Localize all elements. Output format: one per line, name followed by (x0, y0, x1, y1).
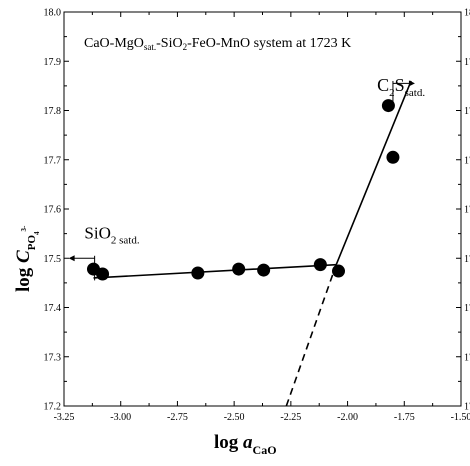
y-axis-label: log CPO4 3- (13, 225, 41, 292)
c2s-label-main: C (377, 75, 389, 95)
data-points (86, 99, 400, 281)
y-tick-label: 17.3 (44, 352, 62, 363)
xlabel-part-0: log (214, 432, 243, 453)
sio2-arrow-head (68, 255, 75, 262)
fit-line-1 (335, 80, 412, 265)
data-point-4 (257, 263, 271, 277)
title-part-0: CaO-MgO (84, 36, 144, 51)
y-tick-label: 17.9 (44, 57, 62, 68)
data-point-1 (96, 267, 110, 281)
x-tick-label: -2.25 (280, 412, 301, 423)
data-point-7 (381, 99, 395, 113)
ylabel-part-2: PO (26, 235, 38, 251)
y-tick-label-right: 17.2 (464, 402, 470, 413)
y-tick-label-right: 17.9 (464, 57, 470, 68)
fit-line-2 (285, 264, 337, 407)
title-part-4: -FeO-MnO system at 1723 K (187, 36, 351, 51)
y-tick-label: 17.8 (44, 106, 62, 117)
title-part-3: 2 (183, 42, 188, 52)
fit-lines (93, 80, 412, 407)
x-tick-label: -1.75 (394, 412, 415, 423)
x-tick-label: -2.50 (224, 412, 245, 423)
c2s-label-sub1: 2 (389, 87, 395, 99)
fit-line-0 (93, 263, 337, 279)
data-point-2 (191, 266, 205, 280)
ticks: -3.25 -3.00 -2.75 -2.50 -2.25 -2.00 -1.75 -1.50… (44, 8, 470, 424)
c2s-arrow-head (408, 80, 415, 87)
y-tick-label: 17.2 (44, 402, 62, 413)
x-tick-label: -2.00 (337, 412, 358, 423)
sio2-label-sub: 2 satd. (111, 235, 140, 247)
x-tick-label: -3.25 (54, 412, 75, 423)
x-tick-label: -2.75 (167, 412, 188, 423)
ylabel-part-4: 3- (20, 225, 28, 232)
sio2-label-main: SiO (84, 224, 110, 243)
annotations: SiO2 satd.C2Ssatd. (68, 75, 425, 281)
x-tick-label: -3.00 (110, 412, 131, 423)
y-tick-label: 17.4 (44, 303, 62, 314)
data-point-8 (386, 150, 400, 164)
plot-frame (63, 11, 462, 407)
y-tick-label: 17.6 (44, 205, 62, 216)
y-tick-label-right: 17.4 (464, 303, 470, 314)
chart-title: CaO-MgOsat.-SiO2-FeO-MnO system at 1723 … (84, 36, 351, 52)
ylabel-part-0: log (13, 263, 34, 292)
x-axis-label: log aCaO (214, 432, 277, 457)
sio2-saturation-label: SiO2 satd. (84, 224, 139, 247)
y-tick-label-right: 17.3 (464, 352, 470, 363)
data-point-5 (313, 258, 327, 272)
y-tick-label: 17.5 (44, 254, 62, 265)
xlabel-part-2: CaO (253, 443, 277, 457)
c2s-label-sub2: satd. (405, 87, 426, 99)
y-tick-label-right: 17.8 (464, 106, 470, 117)
y-tick-label-right: 17.7 (464, 155, 470, 166)
title-part-2: -SiO (156, 36, 182, 51)
ylabel-part-3: 4 (33, 231, 41, 235)
y-tick-label: 18.0 (44, 8, 62, 19)
title-part-1: sat. (144, 42, 156, 52)
data-point-3 (232, 262, 246, 276)
y-tick-label-right: 17.5 (464, 254, 470, 265)
data-point-6 (331, 264, 345, 278)
c2s-label-main2: S (395, 75, 405, 95)
ylabel-part-1: C (13, 250, 34, 263)
y-tick-label-right: 18.0 (464, 8, 470, 19)
x-tick-label: -1.50 (451, 412, 470, 423)
c2s-saturation-label: C2Ssatd. (377, 75, 425, 99)
y-tick-label: 17.7 (44, 155, 62, 166)
xlabel-part-1: a (243, 432, 253, 453)
y-tick-label-right: 17.6 (464, 205, 470, 216)
